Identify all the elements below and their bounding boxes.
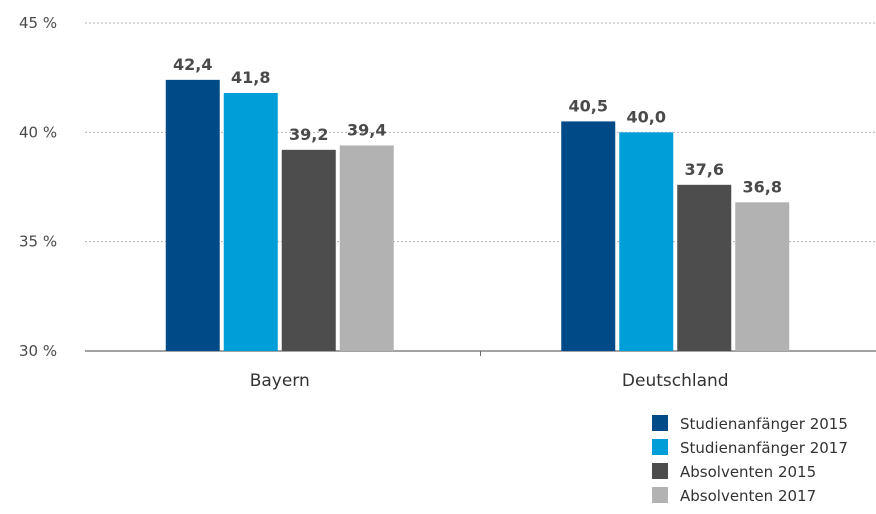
legend-label: Studienanfänger 2017 (680, 439, 848, 457)
bars (165, 79, 790, 352)
y-tick-label: 35 % (19, 233, 57, 251)
legend-label: Studienanfänger 2015 (680, 415, 848, 433)
x-category-label: Deutschland (622, 371, 729, 391)
data-label: 37,6 (685, 160, 724, 179)
bar-deutschland-1 (619, 132, 674, 351)
x-category-label: Bayern (250, 371, 310, 391)
legend: Studienanfänger 2015 Studienanfänger 2017… (652, 415, 848, 505)
y-tick-label: 45 % (19, 14, 57, 32)
legend-swatch (652, 415, 668, 431)
bar-bayern-1 (223, 92, 278, 352)
data-label: 39,2 (289, 125, 328, 144)
legend-swatch (652, 487, 668, 503)
legend-label: Absolventen 2017 (680, 487, 816, 505)
data-label: 39,4 (347, 120, 386, 139)
y-tick-label: 30 % (19, 342, 57, 360)
legend-swatch (652, 463, 668, 479)
bar-bayern-3 (339, 145, 394, 351)
data-labels: 42,4 41,8 39,2 39,4 40,5 40,0 37,6 36,8 (173, 55, 782, 196)
data-label: 40,0 (627, 107, 666, 126)
bar-bayern-0 (165, 79, 220, 351)
bar-deutschland-3 (735, 202, 790, 351)
bar-deutschland-2 (677, 184, 732, 351)
data-label: 41,8 (231, 68, 270, 87)
axes: 30 % 35 % 40 % 45 % Bayern Deutschland (19, 14, 876, 391)
data-label: 40,5 (569, 96, 608, 115)
bar-deutschland-0 (561, 121, 616, 352)
legend-swatch (652, 439, 668, 455)
data-label: 36,8 (743, 177, 782, 196)
data-label: 42,4 (173, 55, 212, 74)
y-tick-label: 40 % (19, 123, 57, 141)
bar-bayern-2 (281, 149, 336, 351)
legend-label: Absolventen 2015 (680, 463, 816, 481)
